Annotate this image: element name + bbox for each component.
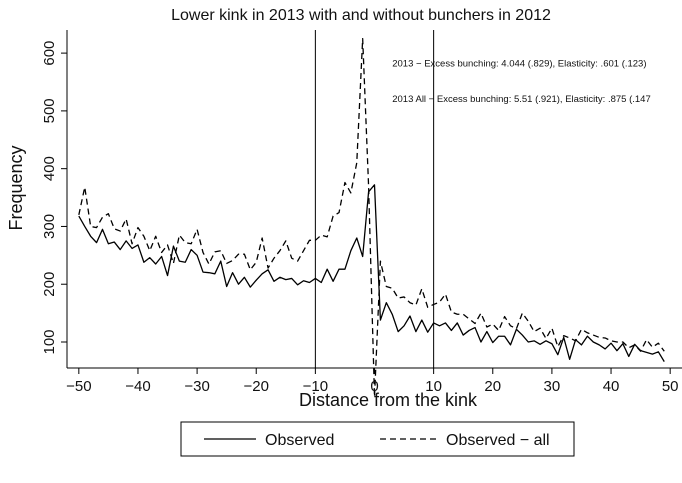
x-tick-label: 20 [484,378,501,395]
x-axis-label: Distance from the kink [299,390,478,410]
x-tick-label: 40 [603,378,620,395]
y-tick-label: 100 [41,329,58,354]
x-tick-label: −50 [66,378,91,395]
y-tick-label: 200 [41,272,58,297]
x-axis: −50 −40 −30 −20 −10 0 10 20 30 40 50 [66,368,679,395]
x-tick-label: 30 [544,378,561,395]
x-tick-label: 0 [370,378,378,395]
series-line-observed-all [78,38,665,398]
y-tick-label: 300 [41,214,58,239]
x-tick-label: −10 [303,378,328,395]
x-tick-label: 50 [662,378,679,395]
chart-title: Lower kink in 2013 with and without bunc… [171,7,551,24]
series-line-observed [78,184,665,362]
y-tick-label: 600 [41,41,58,66]
y-axis-label: Frequency [6,145,26,230]
legend-label-observed: Observed [265,432,334,449]
x-tick-label: 10 [425,378,442,395]
reference-lines [314,30,435,368]
legend-label-observed-all: Observed − all [446,432,550,449]
y-tick-label: 500 [41,98,58,123]
annotation-2: 2013 All − Excess bunching: 5.51 (.921),… [392,94,650,105]
x-tick-label: −20 [244,378,269,395]
x-tick-label: −40 [125,378,150,395]
y-axis: 100 200 300 400 500 600 [41,41,67,355]
annotations: 2013 − Excess bunching: 4.044 (.829), El… [392,58,650,105]
x-tick-label: −30 [184,378,209,395]
annotation-1: 2013 − Excess bunching: 4.044 (.829), El… [392,58,646,69]
y-tick-label: 400 [41,156,58,181]
legend: Observed Observed − all [180,421,575,457]
series-layer [78,38,665,398]
